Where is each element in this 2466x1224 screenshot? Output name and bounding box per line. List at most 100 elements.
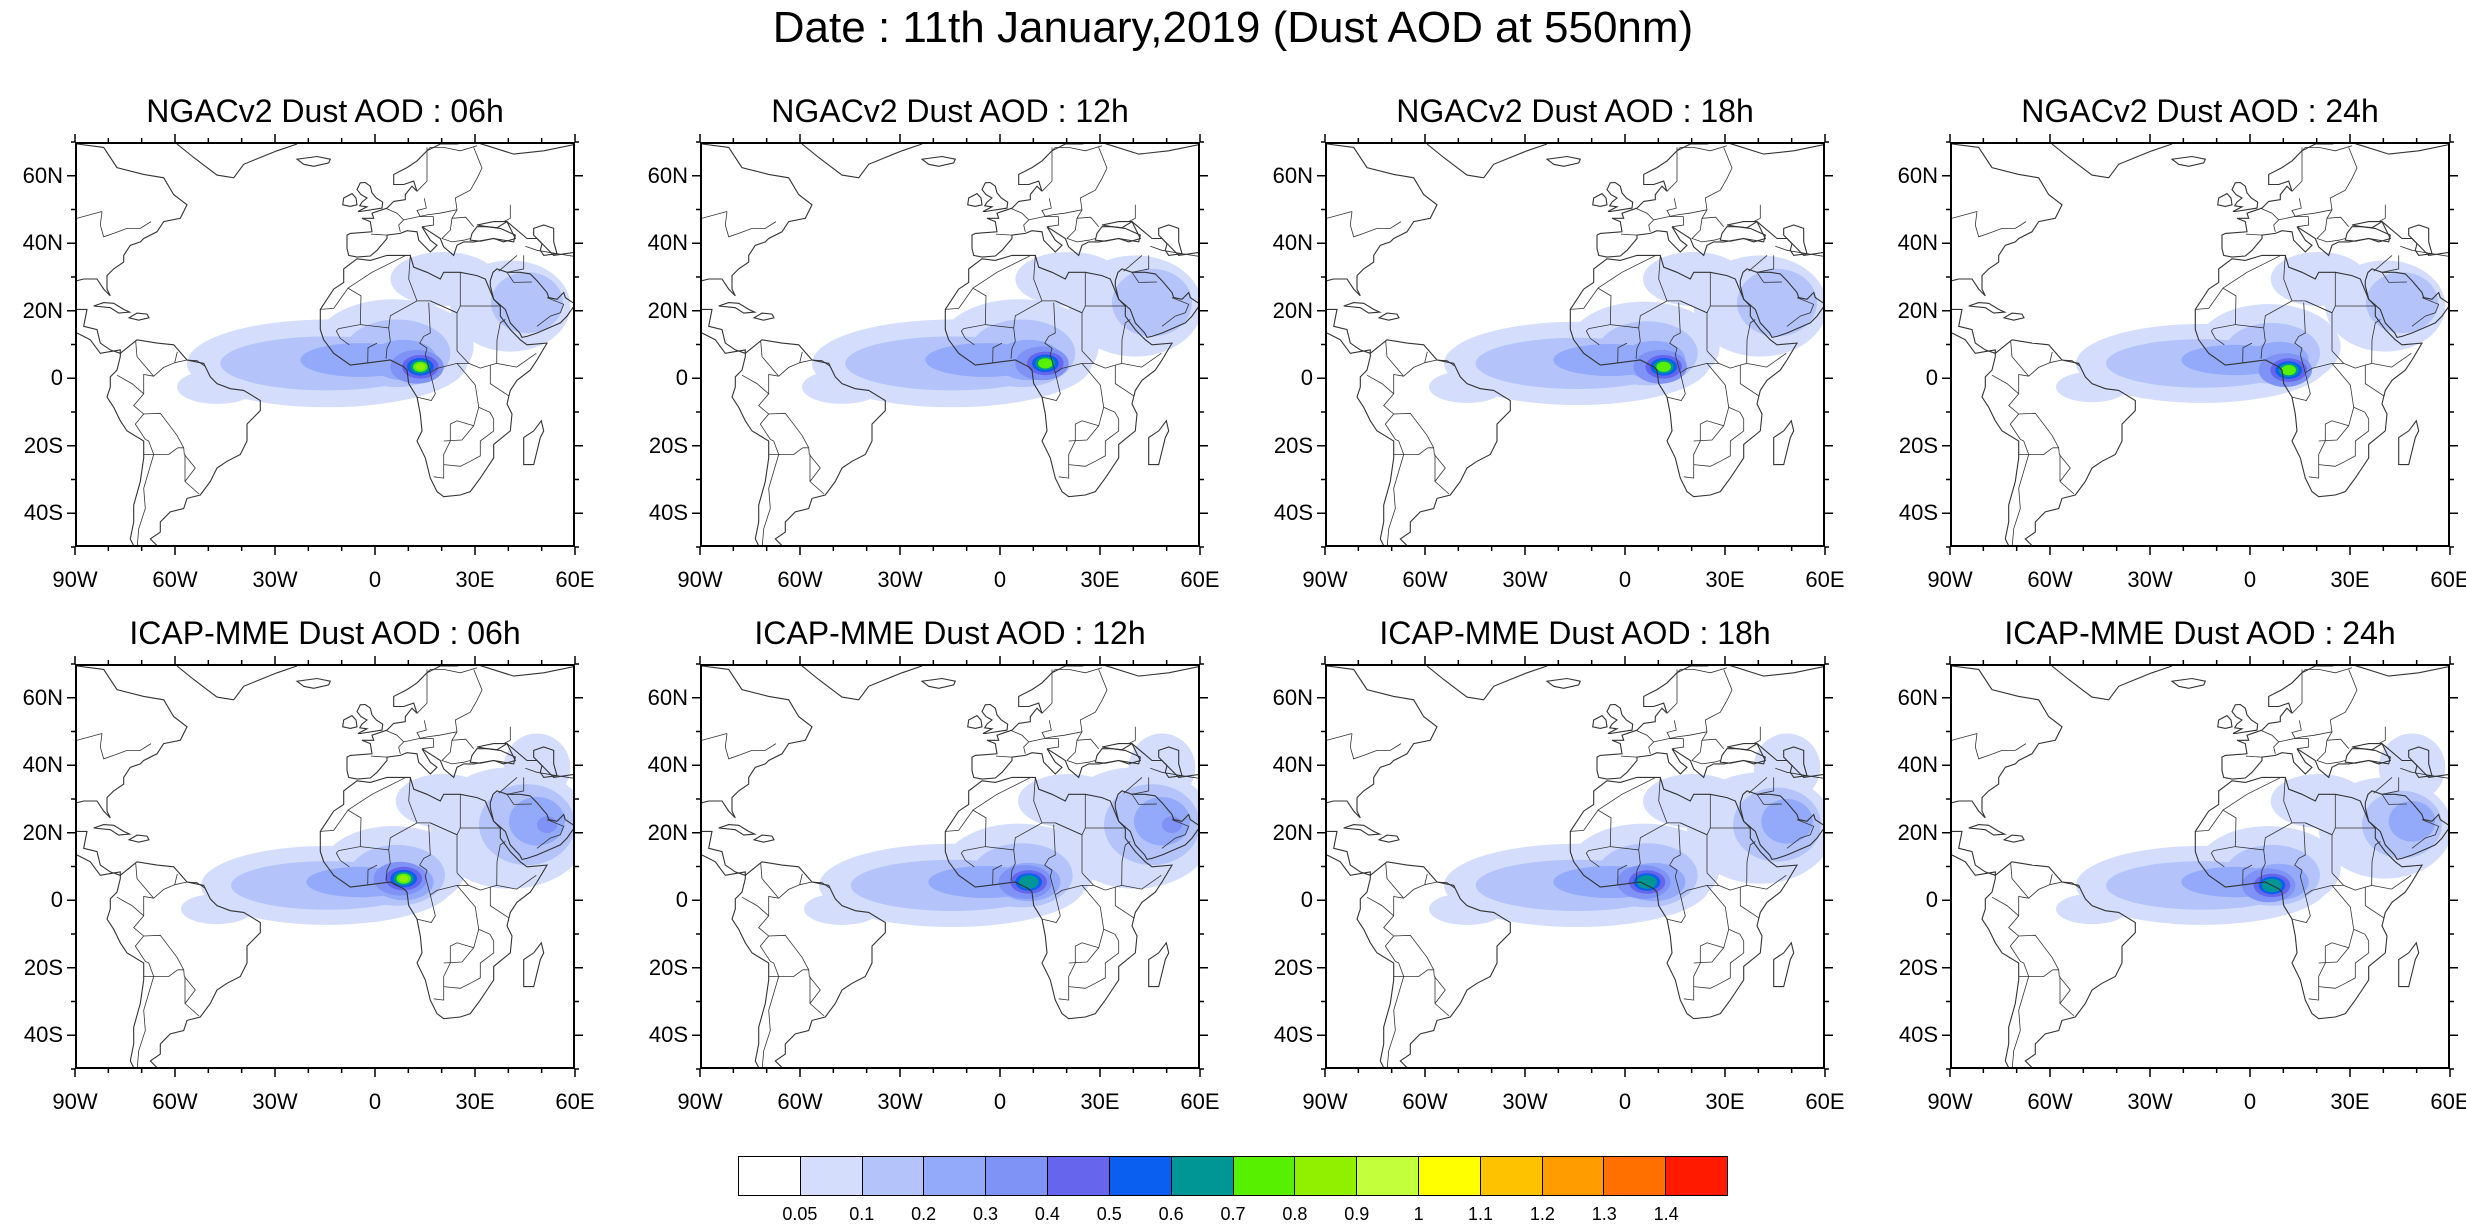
country-border (1068, 406, 1120, 467)
country-border (385, 849, 391, 881)
country-border (1597, 255, 1656, 289)
colorbar-swatch (862, 1157, 925, 1195)
country-border (2245, 755, 2263, 758)
country-border (760, 863, 780, 899)
country-border (1049, 354, 1094, 374)
country-border (2299, 876, 2344, 896)
country-border (1739, 365, 1759, 397)
country-border (335, 330, 350, 346)
country-border (2245, 233, 2263, 236)
aod-level-2 (1737, 268, 1817, 337)
country-border (347, 777, 406, 811)
country-border (1952, 211, 1978, 219)
map-frame (1950, 142, 2450, 547)
country-border (2018, 934, 2060, 970)
country-border (1775, 767, 1823, 779)
colorbar-label: 0.4 (1034, 1204, 1060, 1224)
country-border (741, 374, 803, 455)
country-border (489, 887, 509, 919)
country-border (2283, 777, 2293, 824)
country-border (1131, 255, 1150, 273)
coastline-arabia (1739, 268, 1823, 339)
colorbar-label: 1.3 (1591, 1204, 1617, 1224)
axis-ticks (1942, 656, 2458, 1077)
country-border (496, 352, 537, 368)
country-border (2011, 454, 2030, 545)
country-border (347, 255, 406, 289)
x-tick-label: 30E (1080, 1089, 1120, 1114)
axis-ticks (1317, 656, 1833, 1077)
country-border (802, 969, 825, 1017)
colorbar-label: 1.1 (1467, 1204, 1494, 1224)
x-tick-label: 0 (2243, 1089, 2257, 1114)
coastline-hispaniola (1377, 834, 1400, 843)
country-border (1666, 720, 1685, 750)
country-border (419, 302, 431, 355)
country-border (802, 447, 825, 495)
country-border (1068, 928, 1120, 989)
country-border (945, 287, 987, 332)
y-tick-label: 0 (675, 887, 688, 913)
y-tick-label: 40N (647, 752, 688, 778)
country-border (2291, 894, 2311, 923)
country-border (2326, 209, 2350, 227)
country-border (174, 359, 205, 367)
country-border (320, 287, 362, 332)
country-border (416, 145, 478, 162)
aod-level-1 (1643, 774, 1745, 828)
country-border (143, 873, 178, 916)
country-border (403, 669, 483, 743)
country-border (2260, 327, 2266, 359)
country-border (135, 341, 155, 377)
country-border (1746, 352, 1787, 368)
country-border (2373, 255, 2393, 272)
y-tick-label: 20S (648, 432, 688, 458)
country-border (1066, 218, 1096, 243)
aod-level-2 (2366, 272, 2438, 333)
country-border (2316, 740, 2346, 765)
country-border (1010, 327, 1016, 359)
map-panel-icap-mme-06h: ICAP-MME Dust AOD : 06h 60N 40N 20N 0 20S 40S 9… (23, 615, 595, 1113)
aod-level-2 (491, 272, 563, 333)
country-border (2260, 849, 2266, 881)
x-tick-label: 0 (2243, 567, 2257, 592)
country-border (177, 447, 200, 495)
coastlines (77, 666, 573, 1067)
country-border (424, 876, 469, 896)
country-border (143, 351, 178, 394)
country-border (1753, 204, 1761, 222)
country-border (1131, 777, 1150, 795)
country-border (430, 300, 500, 314)
colorbar-swatch (1542, 1157, 1605, 1195)
country-border (1076, 209, 1100, 227)
x-tick-label: 60W (777, 1089, 823, 1114)
coastlines (702, 144, 1198, 545)
country-border (1150, 767, 1198, 779)
colorbar-label: 1 (1413, 1204, 1424, 1224)
country-border (1028, 669, 1108, 743)
country-border (1393, 351, 1428, 394)
country-border (724, 733, 777, 760)
y-tick-label: 20N (1272, 819, 1313, 845)
y-tick-label: 60N (1897, 162, 1938, 188)
country-border (1010, 849, 1016, 881)
country-border (1041, 894, 1061, 923)
x-tick-label: 30E (2330, 567, 2370, 592)
country-border (1424, 359, 1455, 367)
country-border (2049, 359, 2080, 367)
coastline-northAmerica (1327, 666, 1438, 819)
x-tick-label: 60W (2027, 1089, 2073, 1114)
country-border (2291, 669, 2303, 714)
coastline-hispaniola (752, 312, 775, 321)
map-frame (700, 142, 1200, 547)
coastline-hispaniola (1377, 312, 1400, 321)
country-border (2331, 319, 2381, 369)
country-border (1427, 969, 1450, 1017)
x-tick-label: 30E (2330, 1089, 2370, 1114)
country-border (506, 794, 533, 805)
country-border (2299, 354, 2344, 374)
country-border (408, 777, 418, 824)
country-border (99, 211, 152, 238)
country-border (2222, 255, 2281, 289)
axis-ticks (692, 134, 1208, 555)
